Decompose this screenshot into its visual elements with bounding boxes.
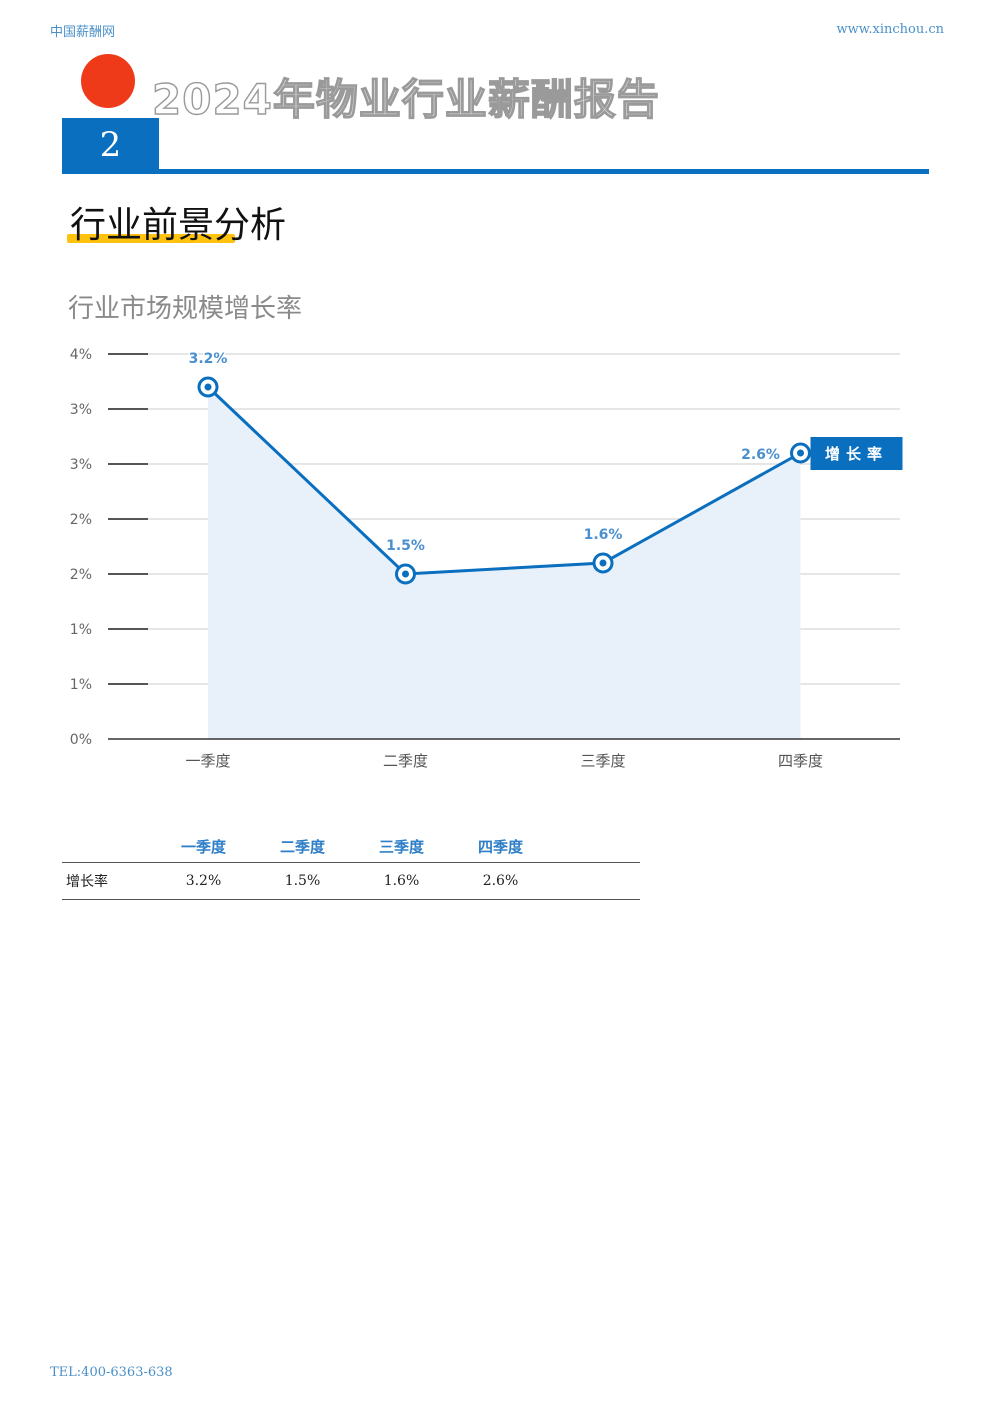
x-tick-label: 二季度 (383, 752, 428, 770)
data-point-center (204, 383, 212, 391)
growth-rate-table: 一季度 二季度 三季度 四季度 增长率 3.2% 1.5% 1.6% 2.6% (62, 830, 640, 900)
x-tick-label: 三季度 (580, 752, 625, 770)
table-row-label: 增长率 (62, 862, 154, 900)
table-cell: 2.6% (451, 862, 550, 900)
data-point-center (402, 570, 409, 578)
y-tick-label: 0% (70, 732, 92, 748)
legend-box (810, 437, 903, 470)
section-number: 2 (99, 125, 122, 165)
data-point-center (797, 449, 804, 457)
table-cell: 3.2% (154, 862, 253, 900)
y-tick-label: 2% (70, 512, 92, 528)
data-label: 2.6% (741, 447, 780, 463)
table-cell: 1.5% (253, 862, 352, 900)
table-header-cell: 一季度 (154, 830, 253, 863)
y-tick-label: 3% (70, 457, 92, 473)
table-header-row: 一季度 二季度 三季度 四季度 (62, 830, 640, 863)
table-header-cell (550, 830, 640, 863)
data-label: 1.5% (386, 538, 425, 554)
series-area (208, 387, 801, 739)
table-cell (550, 862, 640, 900)
x-tick-label: 一季度 (185, 752, 230, 770)
footer-phone: TEL:400-6363-638 (50, 1365, 173, 1380)
series-line (206, 385, 802, 576)
site-url[interactable]: www.xinchou.cn (836, 22, 944, 37)
section-title-highlight (67, 234, 235, 243)
y-tick-label: 3% (70, 402, 92, 418)
section-title: 行业前景分析 (70, 205, 287, 246)
red-circle-decoration (81, 54, 135, 108)
table-header-cell (62, 830, 154, 863)
x-tick-label: 四季度 (778, 752, 823, 770)
legend-label: 增长率 (825, 445, 888, 463)
section-divider (62, 169, 929, 174)
table-header-cell: 三季度 (352, 830, 451, 863)
report-title: 2024年物业行业薪酬报告 (151, 74, 660, 124)
table-header-cell: 二季度 (253, 830, 352, 863)
data-point-center (599, 559, 607, 567)
table-header-cell: 四季度 (451, 830, 550, 863)
y-tick-label: 4% (70, 347, 92, 363)
section-number-box (62, 118, 159, 172)
data-label: 3.2% (189, 351, 228, 367)
y-tick-label: 1% (70, 622, 92, 638)
chart-title: 行业市场规模增长率 (68, 294, 303, 324)
table-cell: 1.6% (352, 862, 451, 900)
table-row: 增长率 3.2% 1.5% 1.6% 2.6% (62, 862, 640, 900)
site-name: 中国薪酬网 (50, 25, 116, 40)
y-tick-label: 1% (70, 677, 92, 693)
y-tick-label: 2% (70, 567, 92, 583)
data-label: 1.6% (584, 527, 623, 543)
